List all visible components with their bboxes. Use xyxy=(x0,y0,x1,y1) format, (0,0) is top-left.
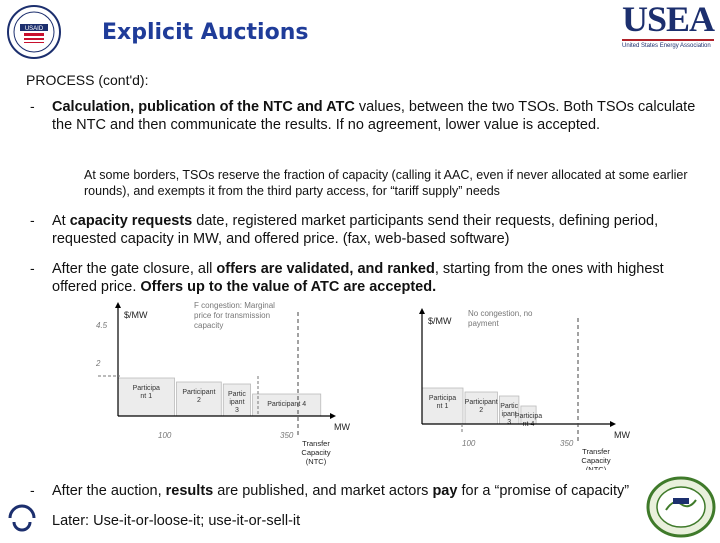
page-title: Explicit Auctions xyxy=(102,20,309,45)
x-tick: 100 xyxy=(158,431,172,440)
bar-label: nt 1 xyxy=(437,403,449,410)
bar-label: 2 xyxy=(479,407,483,414)
bullet-4-bold2: pay xyxy=(432,483,458,499)
annotation: price for transmission xyxy=(194,311,270,320)
bar-label: ipant xyxy=(502,411,517,418)
ntc-label: Capacity xyxy=(581,456,610,465)
y-axis-arrow xyxy=(419,308,425,314)
y-tick: 4.5 xyxy=(96,321,108,330)
bar-label: nt 1 xyxy=(140,393,152,400)
bar-3 xyxy=(222,383,251,417)
ntc-label: (NTC) xyxy=(306,457,327,466)
bullet-4-bold: results xyxy=(165,483,214,499)
bullet-3-bold: offers are validated, and ranked xyxy=(216,261,435,277)
bar-label: Participant xyxy=(465,399,498,406)
bullet-3-mid: , starting from the ones with highest of… xyxy=(52,261,664,295)
annotation: capacity xyxy=(194,321,223,330)
ntc-label: Transfer xyxy=(302,439,330,448)
bar-2 xyxy=(176,381,222,417)
bullet-dash: - xyxy=(30,98,35,114)
chart-congestion: Participant 1Participant2Participant3Par… xyxy=(95,301,350,466)
y-axis-arrow xyxy=(115,302,121,308)
usea-seal xyxy=(646,476,716,538)
y-axis-label: $/MW xyxy=(428,316,452,326)
bar-label: Participa xyxy=(133,385,160,392)
euro-tso-logo xyxy=(4,500,40,536)
bullet-2-text: date, registered market participants sen… xyxy=(52,213,659,247)
annotation: No congestion, no xyxy=(468,309,533,318)
bar-label: Participa xyxy=(429,395,456,402)
ntc-label: (NTC) xyxy=(586,465,607,470)
later-note: Later: Use-it-or-loose-it; use-it-or-sel… xyxy=(52,513,301,529)
bar-label: ipant xyxy=(229,399,244,406)
bullet-1-bold: Calculation, publication of the NTC and … xyxy=(52,99,355,115)
x-tick: 100 xyxy=(462,439,476,448)
x-axis-arrow xyxy=(610,421,616,427)
usea-tagline: United States Energy Association xyxy=(622,43,711,49)
x-tick: 350 xyxy=(280,431,294,440)
bar-label: 2 xyxy=(197,397,201,404)
x-tick: 350 xyxy=(560,439,574,448)
ntc-label: Capacity xyxy=(301,448,330,457)
bar-label: Participant 4 xyxy=(267,401,306,408)
usaid-logo-text: USAID xyxy=(25,26,44,32)
bullet-2-pre: At xyxy=(52,213,70,229)
bullet-3-bold2: Offers up to the value of ATC are accept… xyxy=(140,279,437,295)
usaid-logo: USAID xyxy=(6,4,62,60)
bullet-1-text: values, between the two TSOs. Both TSOs … xyxy=(52,99,696,133)
bullet-3-pre: After the gate closure, all xyxy=(52,261,217,277)
annotation: F congestion: Marginal xyxy=(194,301,275,310)
bar-label: 3 xyxy=(507,419,511,426)
bullet-dash: - xyxy=(30,212,35,228)
usea-logo-text: USEA xyxy=(622,0,715,39)
x-axis-arrow xyxy=(330,413,336,419)
ntc-label: Transfer xyxy=(582,447,610,456)
y-tick: 2 xyxy=(95,359,101,368)
bar-label: Participa xyxy=(515,413,542,420)
bullet-4-mid: are published, and market actors xyxy=(213,483,433,499)
y-axis-label: $/MW xyxy=(124,310,148,320)
bullet-dash: - xyxy=(30,260,35,276)
bar-label: Partic xyxy=(500,403,518,410)
bar-label: Partic xyxy=(228,391,246,398)
bullet-2-bold: capacity requests xyxy=(69,213,193,229)
aac-note: At some borders, TSOs reserve the fracti… xyxy=(84,168,688,198)
chart-no-congestion: Participant 1Participant2Participant3Par… xyxy=(419,308,630,470)
bullet-4-text: for a “promise of capacity” xyxy=(457,483,630,499)
x-axis-label: MW xyxy=(614,430,630,440)
bullet-4-pre: After the auction, xyxy=(52,483,166,499)
x-axis-label: MW xyxy=(334,422,350,432)
section-title: PROCESS (cont'd): xyxy=(26,72,149,88)
usea-logo: USEA United States Energy Association xyxy=(622,0,718,54)
annotation: payment xyxy=(468,319,499,328)
bar-label: 3 xyxy=(235,407,239,414)
bullet-dash: - xyxy=(30,482,35,498)
bar-label: Participant xyxy=(182,389,215,396)
